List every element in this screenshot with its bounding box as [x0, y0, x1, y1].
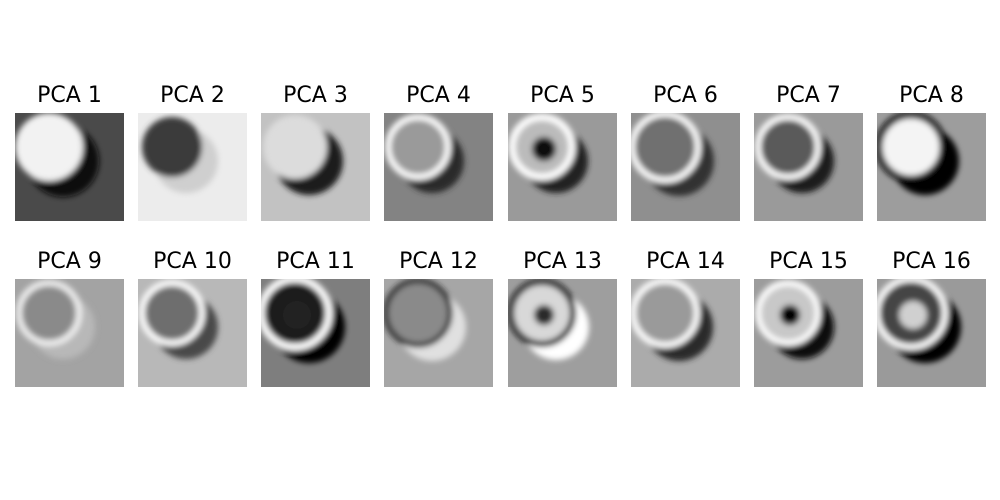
pca-component-image — [138, 113, 247, 221]
pca-component-image — [15, 279, 124, 387]
blob-ring — [755, 114, 821, 180]
blob-core — [899, 301, 927, 329]
pca-panel-title: PCA 16 — [892, 249, 971, 274]
pca-component-image — [754, 113, 863, 221]
blob-ring — [16, 280, 82, 346]
pca-component-image — [261, 113, 370, 221]
pca-panel-title: PCA 2 — [160, 83, 225, 108]
pca-panel-title: PCA 5 — [530, 83, 595, 108]
pca-component-image — [631, 113, 740, 221]
pca-component-image — [508, 113, 617, 221]
pca-component-image — [877, 113, 986, 221]
pca-panel-title: PCA 7 — [776, 83, 841, 108]
blob-ring — [385, 114, 451, 180]
pca-panel-title: PCA 4 — [406, 83, 471, 108]
pca-component-image — [384, 113, 493, 221]
blob-ring — [877, 113, 947, 183]
pca-component-image — [15, 113, 124, 221]
blob-ring — [384, 279, 453, 348]
pca-component-image — [138, 279, 247, 387]
pca-panel-title: PCA 10 — [153, 249, 232, 274]
pca-panel-title: PCA 14 — [646, 249, 725, 274]
pca-component-image — [261, 279, 370, 387]
pca-panel-title: PCA 6 — [653, 83, 718, 108]
blob-core — [780, 305, 800, 325]
blob-core — [534, 305, 554, 325]
blob-core — [532, 137, 556, 161]
pca-component-image — [754, 279, 863, 387]
pca-panel-title: PCA 13 — [523, 249, 602, 274]
pca-panel-title: PCA 8 — [899, 83, 964, 108]
pca-component-image — [384, 279, 493, 387]
blob-ring — [631, 113, 701, 183]
pca-component-image — [877, 279, 986, 387]
pca-panel-title: PCA 3 — [283, 83, 348, 108]
pca-panel-title: PCA 1 — [37, 83, 102, 108]
blob-core — [283, 301, 311, 329]
pca-panel-title: PCA 9 — [37, 249, 102, 274]
pca-component-image — [508, 279, 617, 387]
pca-panel-title: PCA 11 — [276, 249, 355, 274]
blob-ring — [139, 280, 205, 346]
pca-panel-title: PCA 15 — [769, 249, 848, 274]
blob-ring — [15, 113, 83, 181]
blob-ring — [631, 279, 700, 348]
pca-component-image — [631, 279, 740, 387]
pca-panel-title: PCA 12 — [399, 249, 478, 274]
blob-ring — [263, 115, 327, 179]
blob-ring — [142, 117, 202, 177]
